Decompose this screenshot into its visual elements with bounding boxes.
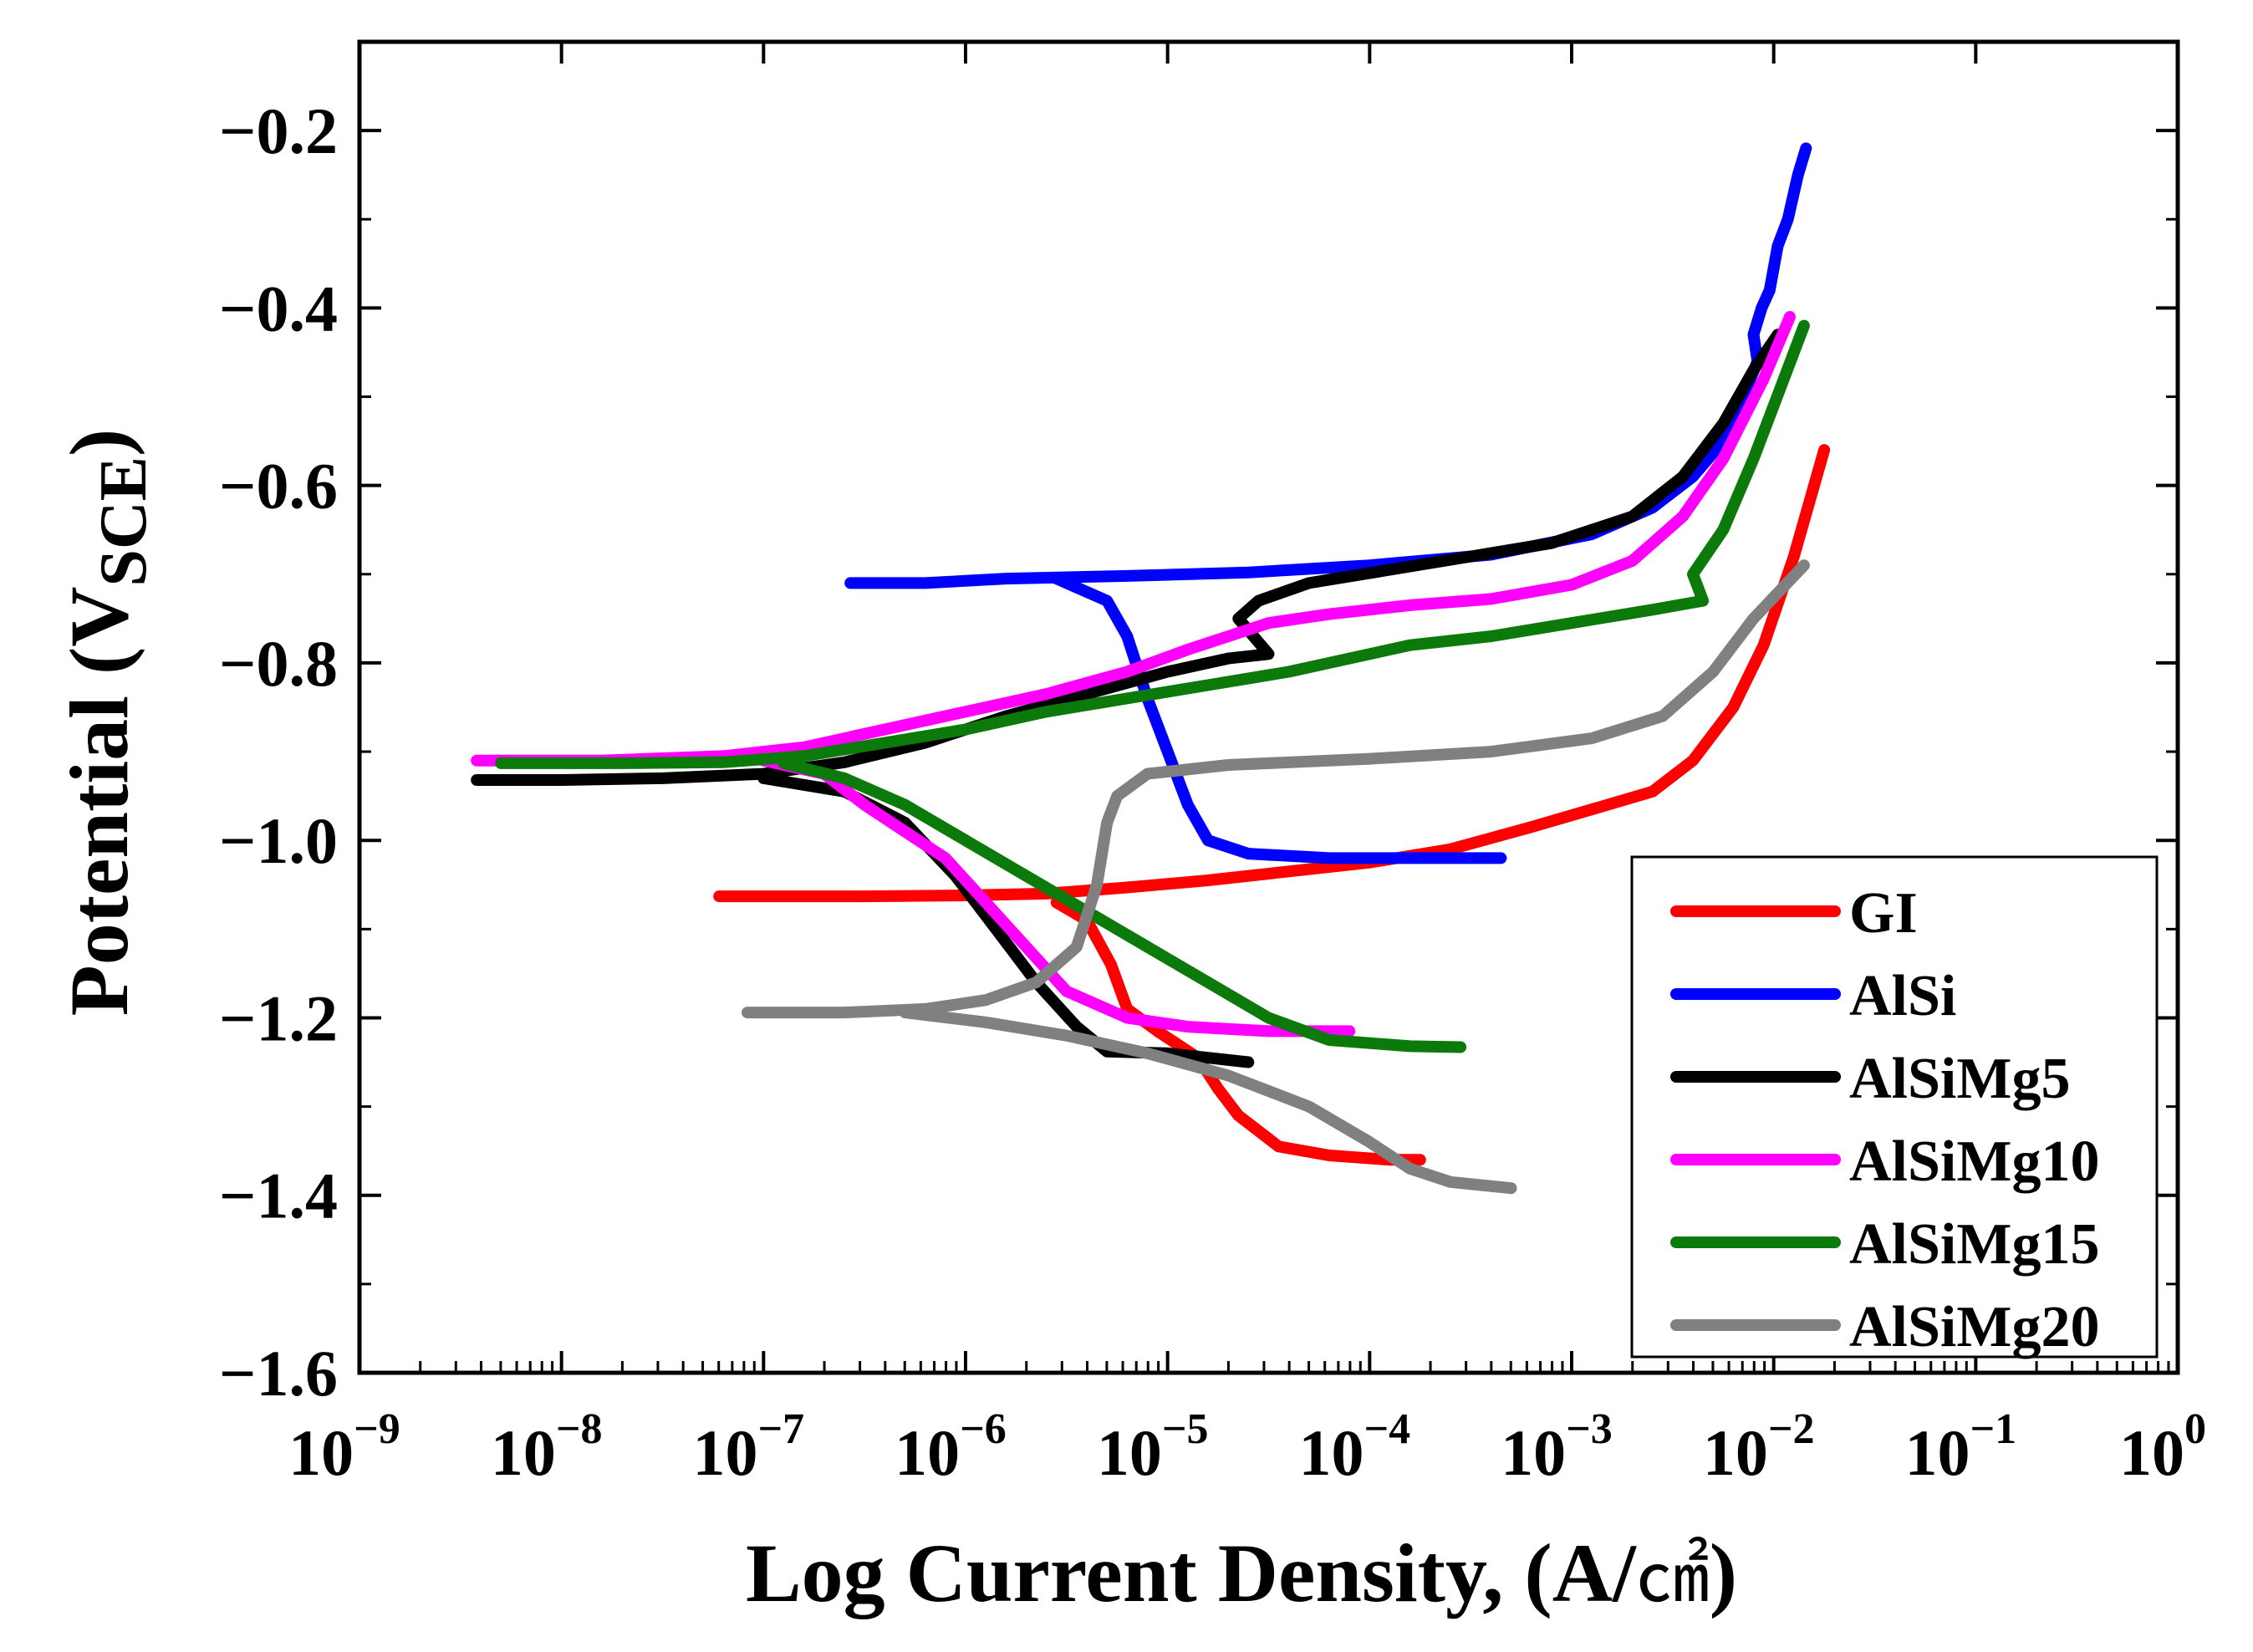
series-gi-anodic [713,444,1831,903]
x-tick-label: 10−2 [1703,1405,1815,1489]
x-tick-label: 10−3 [1501,1405,1613,1489]
x-tick-exponent: −8 [556,1405,603,1453]
series-alsimg10-cathodic [757,754,1356,1038]
x-tick-exponent: −1 [1970,1405,2017,1453]
x-tick-exponent: −4 [1364,1405,1411,1453]
x-tick-exponent: −6 [960,1405,1007,1453]
legend-label-alsimg15: AlSiMg15 [1849,1212,2099,1277]
x-tick-base: 10 [491,1416,556,1489]
x-tick-base: 10 [1703,1416,1768,1489]
y-axis-label-close: ) [53,429,145,456]
series-alsimg20-anodic [742,559,1810,1019]
x-tick-base: 10 [895,1416,960,1489]
x-tick-exponent: −2 [1768,1405,1815,1453]
y-tick-label: −0.6 [219,450,338,523]
x-tick-base: 10 [2119,1416,2184,1489]
x-axis-label: Log Current Density, (A/㎠) [746,1527,1737,1619]
x-tick-base: 10 [1097,1416,1162,1489]
legend-label-alsimg10: AlSiMg10 [1849,1129,2099,1194]
series-alsi-anodic [844,142,1812,589]
x-tick-base: 10 [1905,1416,1970,1489]
x-axis-label-close: ) [1710,1527,1737,1619]
x-tick-label: 10−8 [491,1405,603,1489]
x-axis-label-unit: ㎠ [1636,1537,1710,1618]
legend-label-alsimg5: AlSiMg5 [1849,1047,2070,1111]
y-tick-label: −0.2 [219,94,338,167]
series-alsi-cathodic [1050,573,1507,864]
x-tick-exponent: −5 [1162,1405,1209,1453]
y-tick-label: −1.2 [219,982,338,1054]
axis-ticks [358,40,2179,1374]
y-axis-label-main: Potential (V [53,587,145,1017]
y-tick-label: −0.8 [219,627,338,700]
x-tick-label: 10−9 [288,1405,400,1489]
y-tick-label: −1.4 [219,1160,338,1232]
y-tick-label: −0.4 [219,272,338,344]
y-tick-label: −1.0 [219,804,338,877]
x-tick-labels: 10−9 10−8 10−7 10−6 10−5 10−4 10−3 10−2 10−1 100 [288,1405,2206,1489]
y-tick-label: −1.6 [219,1337,338,1410]
series-alsimg20-cathodic [899,1007,1517,1195]
x-tick-label: 10−4 [1299,1405,1411,1489]
x-tick-base: 10 [1501,1416,1566,1489]
legend-box [1630,855,2159,1359]
x-tick-label: 10−5 [1097,1405,1209,1489]
x-tick-label: 10−7 [693,1405,805,1489]
y-axis-label-sub: SCE [87,456,161,587]
legend-label-alsimg20: AlSiMg20 [1849,1295,2099,1359]
x-tick-base: 10 [288,1416,354,1489]
series-alsimg15-cathodic [777,757,1467,1053]
series-alsimg15-anodic [495,319,1810,769]
legend-label-alsi: AlSi [1849,964,1956,1028]
legend: GI AlSi AlSiMg5 AlSiMg10 AlSiMg15 AlSiMg20 [1630,855,2159,1359]
plot-frame [357,39,2180,1375]
x-tick-exponent: −9 [354,1405,400,1453]
x-tick-label: 10−1 [1905,1405,2017,1489]
x-axis-label-main: Log Current Density, (A/ [746,1527,1637,1619]
curves-group [471,142,1831,1195]
y-axis-label: Potential (VSCE) [53,429,161,1017]
x-tick-base: 10 [693,1416,758,1489]
x-tick-label: 10−6 [895,1405,1007,1489]
x-tick-exponent: −7 [758,1405,805,1453]
x-tick-exponent: −3 [1566,1405,1613,1453]
x-tick-base: 10 [1299,1416,1364,1489]
legend-items: GI AlSi AlSiMg5 AlSiMg10 AlSiMg15 AlSiMg20 [1670,881,2099,1359]
legend-label-gi: GI [1849,881,1918,946]
y-tick-labels: −0.2 −0.4 −0.6 −0.8 −1.0 −1.2 −1.4 −1.6 [219,94,338,1410]
x-tick-exponent: 0 [2184,1405,2206,1453]
x-tick-label: 100 [2119,1405,2206,1489]
series-alsimg10-anodic [471,311,1796,767]
